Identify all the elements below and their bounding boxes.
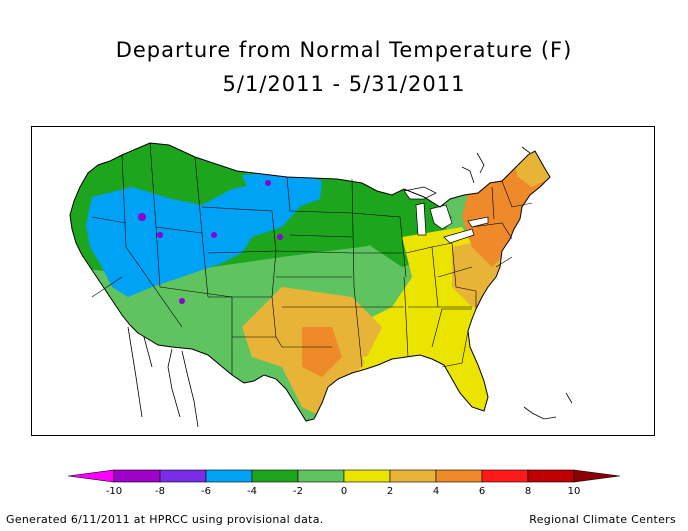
state-borders [91, 142, 533, 375]
legend-tick: 4 [432, 486, 440, 497]
legend-swatch [113, 469, 161, 483]
legend-swatch [205, 469, 253, 483]
legend-swatch [343, 469, 391, 483]
us-temperature-map [69, 142, 573, 428]
color-scale-legend: -10 -8 -6 -4 -2 0 2 4 6 8 10 [68, 468, 620, 502]
legend-swatch-above-10 [573, 469, 620, 483]
legend-swatch-below-10 [68, 469, 115, 483]
legend-swatch [251, 469, 299, 483]
temperature-anomaly-fill [70, 143, 550, 421]
legend-tick: 2 [386, 486, 394, 497]
border-context [127, 146, 573, 428]
legend-tick: -8 [155, 486, 165, 497]
legend-tick: -2 [293, 486, 303, 497]
legend-swatch [481, 469, 529, 483]
map-date-range: 5/1/2011 - 5/31/2011 [222, 72, 466, 96]
legend-swatch [159, 469, 207, 483]
great-lakes [403, 186, 489, 244]
legend-tick: 8 [524, 486, 532, 497]
legend-swatch [389, 469, 437, 483]
legend-swatch [527, 469, 575, 483]
legend-swatch [435, 469, 483, 483]
legend-swatch [297, 469, 345, 483]
legend-tick: 10 [567, 486, 581, 497]
legend-tick: 6 [478, 486, 486, 497]
legend-tick: -6 [201, 486, 211, 497]
map-title: Departure from Normal Temperature (F) [115, 38, 573, 62]
source-credit: Regional Climate Centers [529, 513, 676, 526]
legend-tick: 0 [340, 486, 348, 497]
legend-tick: -10 [105, 486, 123, 497]
color-scale-bar [68, 469, 620, 483]
legend-tick: -4 [247, 486, 257, 497]
map-frame [31, 126, 655, 436]
generation-note: Generated 6/11/2011 at HPRCC using provi… [6, 513, 324, 526]
